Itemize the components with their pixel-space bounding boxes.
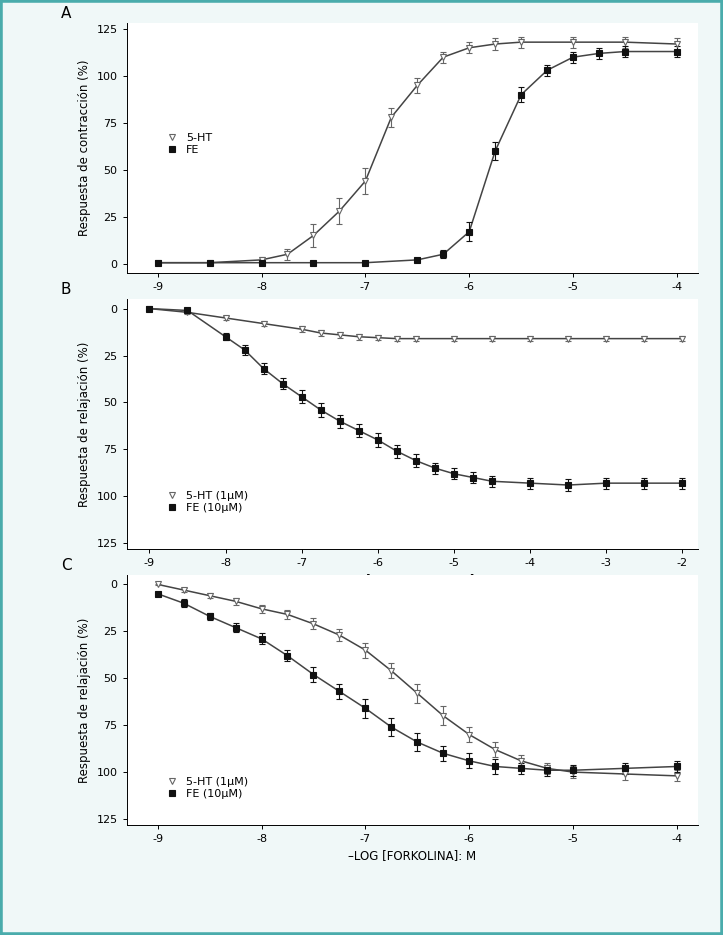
Legend: 5-HT (1μM), FE (10μM): 5-HT (1μM), FE (10μM) (161, 491, 248, 513)
X-axis label: –LOG [AGONISTA]: M: –LOG [AGONISTA]: M (351, 297, 473, 310)
X-axis label: –LOG [FORKOLINA]: M: –LOG [FORKOLINA]: M (348, 849, 476, 862)
Legend: 5-HT, FE: 5-HT, FE (161, 133, 213, 155)
Text: C: C (61, 557, 72, 572)
Legend: 5-HT (1μM), FE (10μM): 5-HT (1μM), FE (10μM) (161, 777, 248, 799)
Y-axis label: Respuesta de contracción (%): Respuesta de contracción (%) (78, 60, 91, 237)
Y-axis label: Respuesta de relajación (%): Respuesta de relajación (%) (78, 341, 91, 507)
Text: A: A (61, 6, 71, 21)
X-axis label: –LOG [ISOPROTERENOL]: M: –LOG [ISOPROTERENOL]: M (332, 573, 492, 586)
Y-axis label: Respuesta de relajación (%): Respuesta de relajación (%) (78, 617, 91, 783)
Text: B: B (61, 281, 72, 296)
